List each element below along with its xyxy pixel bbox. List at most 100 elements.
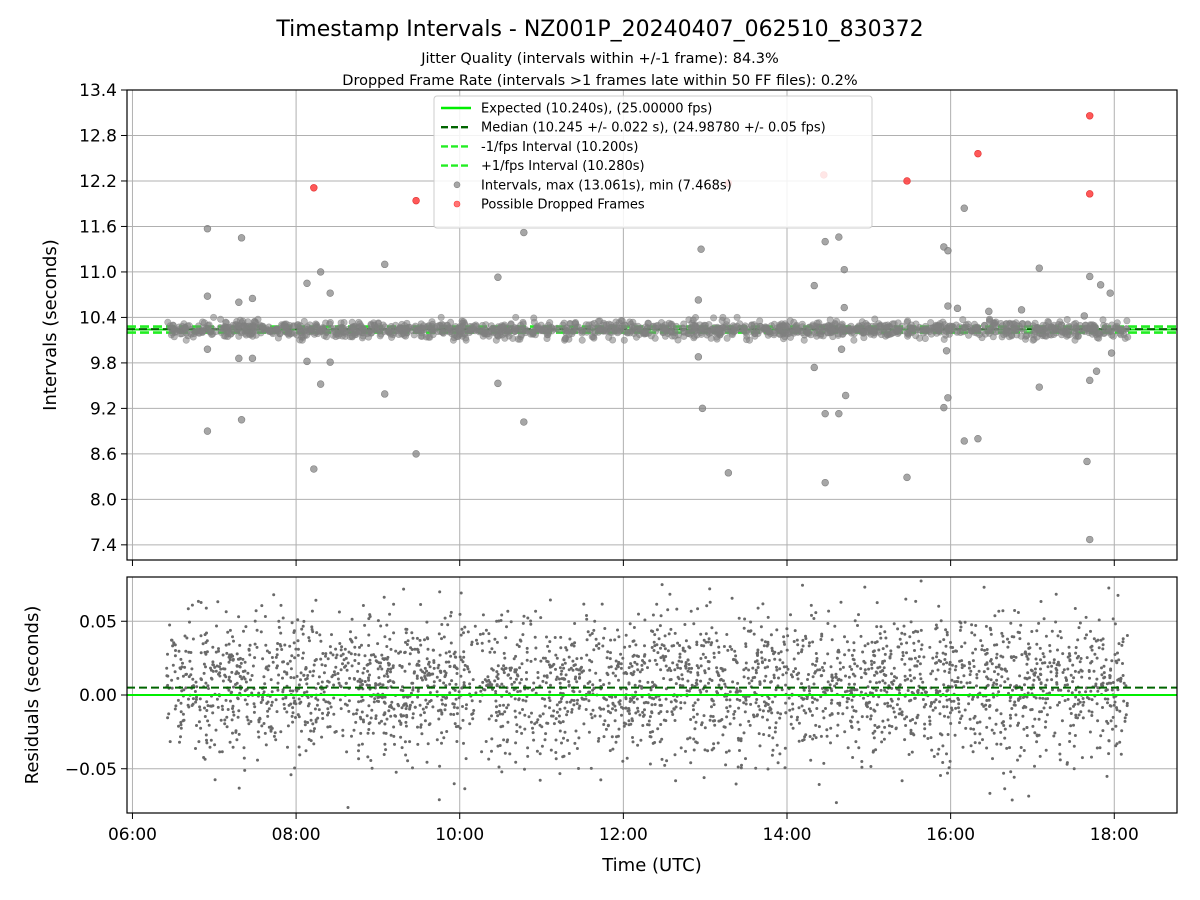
residual-point bbox=[462, 741, 465, 745]
residual-point bbox=[705, 604, 709, 608]
interval-point bbox=[934, 322, 942, 330]
residual-point bbox=[736, 765, 740, 769]
residual-point bbox=[1019, 746, 1023, 749]
residual-point bbox=[825, 734, 829, 738]
residual-point bbox=[975, 676, 979, 680]
residual-point bbox=[1032, 678, 1036, 682]
residual-point bbox=[758, 744, 762, 748]
residual-point bbox=[1087, 709, 1091, 713]
residual-point bbox=[365, 714, 369, 718]
residual-point bbox=[692, 715, 696, 719]
residual-point bbox=[281, 697, 285, 701]
residual-point bbox=[903, 662, 907, 666]
residual-point bbox=[775, 665, 778, 669]
residual-point bbox=[457, 690, 461, 694]
residual-point bbox=[418, 638, 422, 642]
residual-point bbox=[470, 643, 474, 647]
residual-point bbox=[276, 688, 280, 692]
residual-point bbox=[334, 647, 338, 651]
residual-point bbox=[859, 690, 863, 694]
interval-point bbox=[509, 334, 517, 342]
residual-point bbox=[743, 617, 747, 621]
residual-point bbox=[916, 659, 920, 663]
residual-point bbox=[815, 698, 819, 702]
residual-point bbox=[658, 624, 662, 628]
residual-point bbox=[859, 676, 863, 679]
residual-point bbox=[426, 702, 430, 706]
interval-outlier-point bbox=[944, 247, 952, 255]
residual-point bbox=[1029, 668, 1033, 672]
residual-point bbox=[715, 670, 719, 674]
residual-point bbox=[397, 704, 401, 708]
legend-label: Intervals, max (13.061s), min (7.468s) bbox=[481, 178, 732, 193]
residual-point bbox=[324, 654, 327, 658]
residual-point bbox=[1014, 655, 1018, 659]
interval-point bbox=[512, 313, 520, 321]
interval-point bbox=[537, 321, 545, 329]
residual-point bbox=[266, 714, 270, 718]
residual-point bbox=[407, 662, 411, 666]
residual-point bbox=[836, 649, 840, 653]
residual-point bbox=[299, 671, 303, 675]
residual-point bbox=[1084, 690, 1088, 694]
residual-point bbox=[428, 722, 432, 726]
residual-point bbox=[669, 627, 673, 631]
residual-point bbox=[648, 715, 652, 719]
residual-point bbox=[1072, 767, 1076, 771]
residual-point bbox=[660, 737, 664, 741]
residual-point bbox=[826, 652, 830, 656]
residual-point bbox=[404, 631, 408, 635]
residual-point bbox=[410, 700, 414, 704]
residual-point bbox=[455, 667, 459, 671]
residual-point bbox=[906, 677, 910, 681]
residual-point bbox=[561, 755, 565, 759]
interval-point bbox=[710, 314, 718, 322]
residual-point bbox=[237, 709, 241, 713]
residual-point bbox=[438, 653, 442, 657]
interval-point bbox=[335, 324, 343, 332]
interval-outlier-point bbox=[237, 416, 246, 424]
residual-point bbox=[487, 717, 491, 721]
residual-point bbox=[969, 727, 973, 731]
residual-point bbox=[292, 676, 296, 680]
residual-point bbox=[549, 671, 553, 675]
residual-point bbox=[1016, 758, 1019, 762]
residual-point bbox=[190, 603, 194, 607]
residual-point bbox=[1017, 697, 1021, 701]
residual-point bbox=[834, 801, 838, 805]
residual-point bbox=[938, 700, 942, 704]
residual-point bbox=[255, 628, 259, 632]
residual-point bbox=[554, 751, 558, 754]
residual-point bbox=[908, 657, 912, 661]
residual-point bbox=[845, 640, 849, 644]
residual-point bbox=[1096, 686, 1100, 690]
residual-point bbox=[518, 689, 522, 693]
interval-point bbox=[781, 320, 789, 328]
residual-point bbox=[942, 662, 945, 666]
residual-point bbox=[703, 748, 707, 752]
residual-point bbox=[870, 659, 873, 663]
residual-point bbox=[800, 648, 804, 652]
residual-point bbox=[825, 688, 829, 692]
residual-point bbox=[1074, 688, 1078, 692]
residual-point bbox=[204, 665, 207, 669]
residual-point bbox=[809, 758, 813, 762]
residual-point bbox=[1068, 658, 1072, 662]
interval-point bbox=[800, 336, 808, 344]
interval-point bbox=[644, 324, 652, 332]
residual-point bbox=[243, 669, 247, 673]
residual-point bbox=[1073, 702, 1077, 706]
residual-point bbox=[369, 759, 373, 762]
interval-point bbox=[568, 330, 576, 338]
residual-point bbox=[176, 676, 180, 680]
residual-point bbox=[926, 737, 930, 740]
residual-point bbox=[889, 652, 893, 656]
residual-point bbox=[1051, 688, 1054, 692]
residual-point bbox=[877, 648, 881, 652]
interval-point bbox=[870, 328, 878, 336]
residual-point bbox=[436, 709, 440, 713]
residual-point bbox=[890, 672, 893, 676]
interval-outlier-point bbox=[316, 268, 325, 276]
residual-point bbox=[814, 611, 818, 615]
